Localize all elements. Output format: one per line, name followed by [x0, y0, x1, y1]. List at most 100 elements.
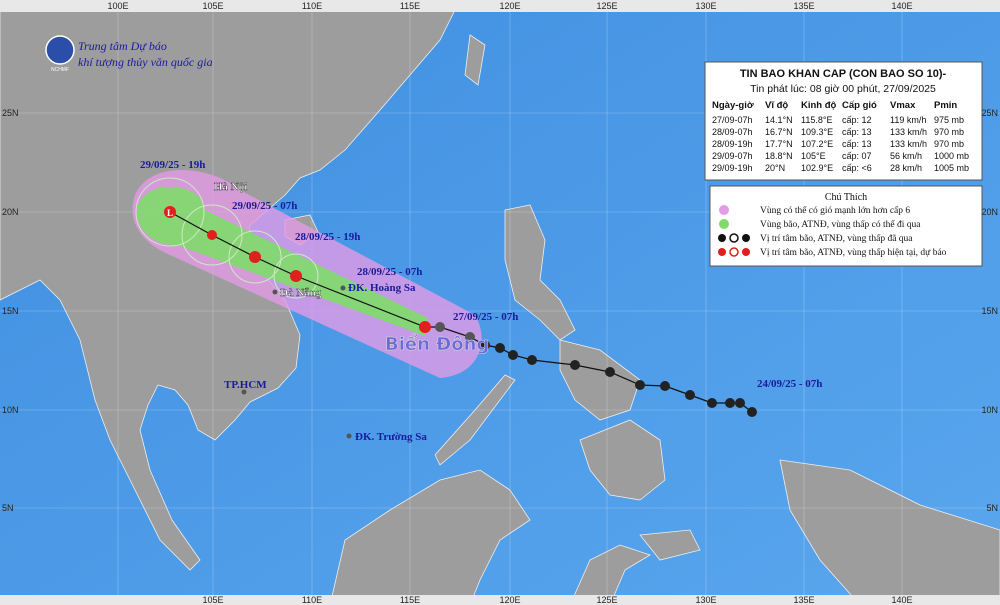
table-cell: 102.9°E	[801, 163, 833, 173]
lon-label: 110E	[302, 1, 322, 11]
lon-label: 120E	[499, 595, 520, 605]
table-cell: 133 km/h	[890, 127, 927, 137]
legend-item: Vị trí tâm bão, ATNĐ, vùng thấp hiện tại…	[760, 247, 947, 258]
table-cell: 56 km/h	[890, 151, 922, 161]
lon-label: 140E	[891, 595, 912, 605]
low-symbol: L	[167, 208, 173, 218]
time-label: 28/09/25 - 19h	[295, 231, 360, 243]
table-cell: 119 km/h	[890, 115, 926, 125]
forecast-circles	[135, 177, 319, 299]
time-label: 29/09/25 - 19h	[140, 159, 205, 171]
forecast-positions: L	[164, 206, 431, 333]
lon-label: 105E	[202, 1, 223, 11]
agency-name: Trung tâm Dự báo	[78, 39, 167, 53]
column-header: Cấp gió	[842, 100, 877, 111]
visayas	[559, 339, 641, 421]
lon-label: 135E	[793, 595, 814, 605]
time-label: 27/09/25 - 07h	[453, 311, 518, 323]
legend: Chú Thích Vùng có thể có gió mạnh lớn hơ…	[709, 185, 983, 267]
table-cell: 28/09-19h	[712, 139, 753, 149]
table-cell: 18.8°N	[765, 151, 793, 161]
table-cell: 27/09-07h	[712, 115, 753, 125]
lat-label: 5N	[986, 503, 998, 513]
legend-item: Vùng có thể có gió mạnh lớn hơn cấp 6	[760, 205, 910, 216]
logo-text: NCHMF	[51, 67, 69, 73]
bulletin-box	[704, 61, 983, 181]
lon-label: 135E	[793, 1, 814, 11]
island-label: ĐK. Trường Sa	[355, 431, 427, 443]
table-cell: 133 km/h	[890, 139, 927, 149]
borneo	[329, 469, 531, 605]
time-label: 29/09/25 - 07h	[232, 200, 297, 212]
table-cell: 109.3°E	[801, 127, 833, 137]
mindanao	[579, 419, 666, 501]
table-cell: 20°N	[765, 163, 785, 173]
legend-swatch	[719, 205, 729, 215]
table-cell: cấp: 13	[842, 139, 872, 149]
frame-top	[0, 0, 1000, 12]
table-cell: 970 mb	[934, 127, 964, 137]
table-cell: 14.1°N	[765, 115, 793, 125]
table-cell: 970 mb	[934, 139, 964, 149]
lat-label: 10N	[981, 405, 998, 415]
bulletin-title: TIN BAO KHAN CAP (CON BAO SO 10)-	[740, 68, 947, 80]
table-cell: 105°E	[801, 151, 826, 161]
bulletin-table: Ngày-giờ Vĩ độ Kinh độ Cấp gió Vmax Pmin 27/09…	[712, 100, 969, 173]
table-cell: 975 mb	[934, 115, 964, 125]
lon-label: 125E	[596, 595, 617, 605]
frame-bottom	[0, 595, 1000, 605]
city-label: Đà Nẵng	[280, 287, 322, 299]
table-cell: 1000 mb	[934, 151, 969, 161]
legend-swatch	[719, 219, 729, 229]
agency-logo: NCHMF	[45, 35, 75, 73]
taiwan	[464, 34, 486, 86]
palawan	[434, 374, 516, 466]
table-cell: 29/09-07h	[712, 151, 753, 161]
past-positions	[435, 322, 757, 417]
column-header: Vĩ độ	[765, 100, 788, 111]
lat-label: 15N	[981, 306, 998, 316]
lon-label: 140E	[891, 1, 912, 11]
lat-label: 20N	[981, 207, 998, 217]
lon-label: 115E	[400, 595, 420, 605]
table-cell: 115.8°E	[801, 115, 832, 125]
column-header: Pmin	[934, 100, 957, 111]
column-header: Vmax	[890, 100, 916, 111]
table-cell: 17.7°N	[765, 139, 793, 149]
lat-label: 10N	[2, 405, 19, 415]
table-cell: cấp: 07	[842, 151, 872, 161]
legend-title: Chú Thích	[825, 192, 867, 203]
halmahera	[639, 529, 701, 561]
city-label: Hà Nội	[214, 181, 247, 193]
lat-label: 25N	[981, 108, 998, 118]
sulawesi	[569, 544, 651, 605]
places	[241, 285, 352, 439]
lat-label: 20N	[2, 207, 19, 217]
table-cell: 107.2°E	[801, 139, 833, 149]
lon-label: 105E	[202, 595, 223, 605]
lon-label: 125E	[596, 1, 617, 11]
table-cell: cấp: <6	[842, 163, 872, 173]
table-cell: 1005 mb	[934, 163, 969, 173]
time-label: 24/09/25 - 07h	[757, 378, 822, 390]
table-cell: 16.7°N	[765, 127, 793, 137]
bulletin-issued: Tin phát lúc: 08 giờ 00 phút, 27/09/2025	[750, 83, 936, 95]
legend-item: Vùng bão, ATNĐ, vùng thấp có thể đi qua	[760, 219, 921, 230]
mainland	[0, 0, 461, 571]
luzon	[504, 204, 576, 341]
forecast-cone	[136, 186, 428, 336]
column-header: Ngày-giờ	[712, 100, 754, 111]
table-cell: cấp: 13	[842, 127, 872, 137]
lon-label: 110E	[302, 595, 322, 605]
island-label: ĐK. Hoàng Sa	[348, 282, 416, 294]
lat-label: 15N	[2, 306, 19, 316]
city-label: TP.HCM	[224, 379, 267, 391]
agency-name: khí tượng thủy văn quốc gia	[78, 55, 213, 69]
new-guinea	[779, 459, 1000, 605]
time-label: 28/09/25 - 07h	[357, 266, 422, 278]
lon-label: 120E	[499, 1, 520, 11]
lat-label: 5N	[2, 503, 14, 513]
